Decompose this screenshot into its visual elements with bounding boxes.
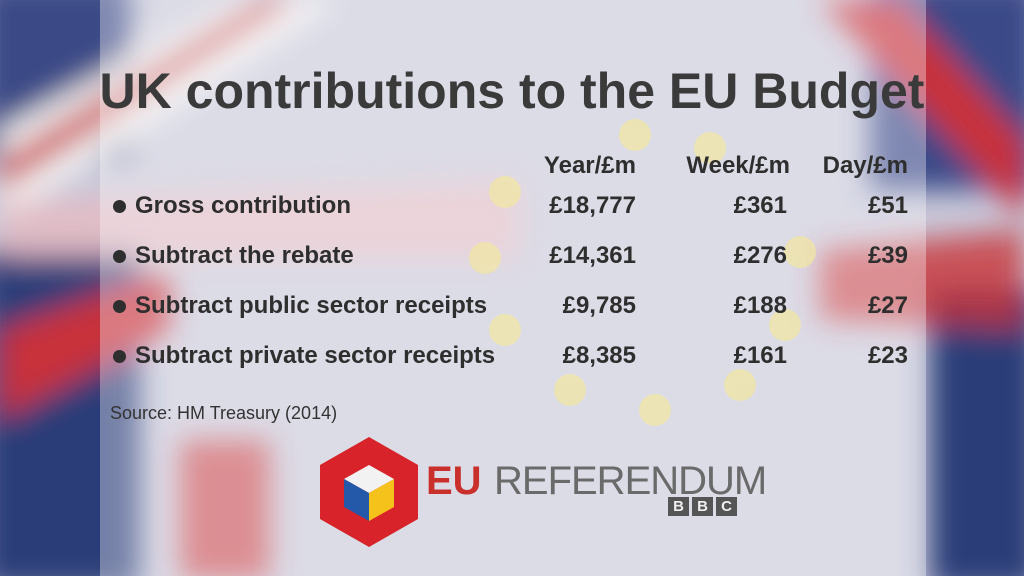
cell-value: £39	[867, 242, 908, 269]
cell-value: £276	[733, 242, 787, 269]
column-header: Week/£m	[686, 152, 790, 179]
cell-value: £23	[867, 342, 908, 369]
logo-referendum: REFERENDUM	[494, 459, 767, 503]
bullet	[113, 250, 126, 263]
title: UK contributions to the EU Budget	[99, 63, 925, 119]
cell-value: £27	[867, 292, 908, 319]
row-label: Gross contribution	[135, 192, 351, 219]
logo-bbc-letter: C	[716, 497, 737, 516]
cell-value: £18,777	[549, 192, 636, 219]
cell-value: £51	[867, 192, 908, 219]
source: Source: HM Treasury (2014)	[110, 403, 338, 423]
column-header: Year/£m	[543, 152, 636, 179]
column-header: Day/£m	[822, 152, 908, 179]
logo-bbc-letter: B	[668, 497, 689, 516]
cell-value: £14,361	[549, 242, 636, 269]
cell-value: £8,385	[562, 342, 636, 369]
logo-icon	[320, 437, 418, 547]
cell-value: £188	[733, 292, 787, 319]
row-label: Subtract private sector receipts	[135, 342, 496, 369]
cell-value: £161	[733, 342, 787, 369]
logo-bbc-letter: B	[692, 497, 713, 516]
logo-eu: EU	[426, 459, 482, 503]
bullet	[113, 300, 126, 313]
row-label: Subtract public sector receipts	[135, 292, 488, 319]
bullet	[113, 200, 126, 213]
row-label: Subtract the rebate	[135, 242, 354, 269]
cell-value: £9,785	[562, 292, 636, 319]
cell-value: £361	[733, 192, 787, 219]
bullet	[113, 350, 126, 363]
